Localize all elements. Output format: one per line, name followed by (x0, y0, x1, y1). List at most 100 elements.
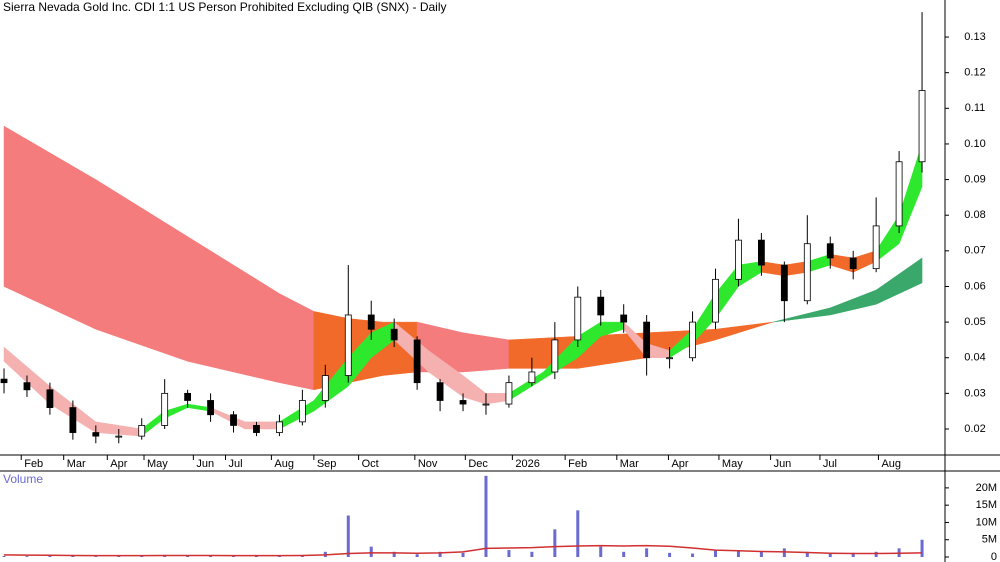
candle-body (505, 382, 513, 405)
candle-body (712, 278, 719, 323)
candle-body (643, 321, 651, 359)
y-tick-label: 0.04 (964, 352, 985, 364)
volume-bar (94, 556, 98, 557)
x-tick-label: Apr (671, 458, 688, 470)
candle-body (757, 239, 765, 266)
candle-body (482, 403, 490, 406)
volume-bar (576, 510, 580, 557)
y-tick-label: 0.09 (964, 173, 985, 185)
ma-band (210, 407, 280, 430)
volume-y-tick-label: 10M (976, 516, 997, 528)
volume-ma-line (4, 544, 923, 557)
y-tick-label: 0.13 (964, 31, 985, 43)
x-tick-label: Mar (67, 458, 86, 470)
x-tick-label: Oct (362, 458, 379, 470)
candle-body (666, 357, 673, 360)
y-tick-label: 0.03 (964, 387, 985, 399)
volume-bar (461, 552, 465, 557)
candle-body (918, 90, 926, 163)
volume-bar (232, 556, 236, 557)
candle-body (138, 425, 146, 437)
candle-body (551, 339, 559, 373)
volume-bar (668, 552, 672, 557)
volume-bar (920, 539, 924, 557)
chart-title: Sierra Nevada Gold Inc. CDI 1:1 US Perso… (3, 0, 447, 14)
ma-band (772, 257, 923, 323)
x-tick-label: Jul (228, 458, 242, 470)
candle-body (436, 382, 444, 401)
candle-body (321, 375, 329, 401)
candle-body (872, 225, 880, 270)
volume-bar (186, 555, 190, 557)
candle-body (574, 296, 582, 341)
x-tick-label: Aug (274, 458, 294, 470)
candle-body (207, 400, 214, 416)
candle-body (298, 400, 306, 423)
volume-y-tick-label: 20M (976, 482, 997, 494)
x-tick-label: Feb (568, 458, 587, 470)
volume-title: Volume (3, 472, 43, 486)
y-tick-label: 0.10 (964, 138, 985, 150)
volume-bar (71, 555, 75, 557)
volume-bar (759, 551, 763, 557)
volume-bar (691, 553, 695, 557)
volume-bar (392, 551, 396, 557)
x-tick-label: Dec (468, 458, 488, 470)
ma-band (3, 125, 315, 391)
volume-bar (645, 548, 649, 557)
x-tick-label: 2026 (515, 458, 539, 470)
candle-body (803, 243, 811, 302)
candle-body (735, 239, 742, 280)
y-tick-label: 0.05 (964, 316, 985, 328)
ma-band (141, 403, 211, 437)
candle-body (344, 314, 352, 376)
volume-bar (369, 546, 373, 557)
candle-body (413, 339, 421, 384)
candle-body (46, 389, 54, 409)
x-tick-label: Sep (317, 458, 337, 470)
x-tick-label: Mar (620, 458, 639, 470)
candle-body (689, 321, 696, 359)
volume-bar (438, 551, 442, 557)
volume-bar (874, 551, 878, 557)
candle-body (0, 378, 8, 384)
x-tick-label: May (147, 458, 168, 470)
x-tick-label: Jul (823, 458, 837, 470)
volume-y-tick-label: 0 (991, 551, 997, 562)
candle-body (826, 243, 834, 259)
candle-body (597, 296, 605, 316)
y-tick-label: 0.12 (964, 67, 985, 79)
candle-body (230, 414, 237, 426)
candle-body (620, 314, 628, 323)
volume-bar (254, 555, 258, 557)
x-tick-label: Jun (774, 458, 792, 470)
candle-body (895, 161, 903, 227)
candle-body (69, 407, 77, 433)
volume-bar (782, 548, 786, 557)
volume-bar (805, 551, 809, 557)
volume-bar (48, 555, 52, 557)
candle-body (253, 425, 260, 433)
candle-body (459, 400, 467, 405)
volume-bar (713, 550, 717, 557)
volume-bar (140, 555, 144, 557)
volume-bar (736, 550, 740, 557)
volume-bar (553, 529, 557, 557)
candle-body (92, 432, 100, 437)
volume-bar (415, 554, 419, 557)
x-tick-label: Apr (110, 458, 127, 470)
x-tick-label: Feb (24, 458, 43, 470)
x-tick-label: Aug (881, 458, 901, 470)
ma-band (807, 254, 831, 273)
candle-body (367, 314, 375, 330)
volume-bar (530, 551, 534, 557)
candle-body (780, 264, 788, 302)
volume-bar (209, 555, 213, 557)
candle-body (390, 328, 398, 341)
x-tick-label: May (722, 458, 743, 470)
volume-y-tick-label: 5M (982, 534, 997, 546)
volume-bar (25, 556, 29, 557)
volume-bar (851, 552, 855, 557)
